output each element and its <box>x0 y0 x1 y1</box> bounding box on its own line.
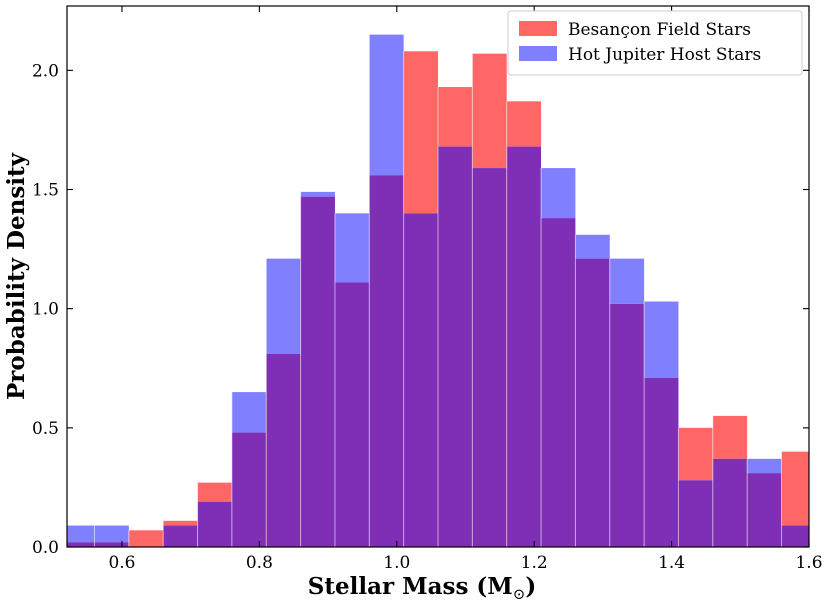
bar-besancon <box>163 520 198 526</box>
bar-overlap <box>644 377 679 547</box>
bar-overlap <box>781 525 809 547</box>
legend-swatch-besancon <box>519 21 557 36</box>
sun-subscript: ⊙ <box>513 585 526 603</box>
bar-overlap <box>678 480 713 547</box>
bar-overlap <box>438 146 473 547</box>
y-tick-label: 1.5 <box>32 181 59 201</box>
y-axis-label: Probability Density <box>3 152 30 400</box>
bar-besancon <box>506 101 542 147</box>
y-tick-label: 1.0 <box>32 300 59 320</box>
bars-layer <box>66 34 809 547</box>
bar-overlap <box>163 525 198 547</box>
y-tick-label: 0.0 <box>32 538 59 558</box>
bar-overlap <box>747 473 782 547</box>
bar-overlap <box>300 196 335 547</box>
bar-overlap <box>231 432 267 547</box>
y-tick-label: 2.0 <box>32 61 59 81</box>
bar-hot-jupiter <box>369 34 404 176</box>
bar-overlap <box>609 303 645 547</box>
x-axis-label-close: ) <box>525 573 536 600</box>
bar-hot-jupiter <box>609 258 645 304</box>
legend-box <box>507 10 803 76</box>
bar-overlap <box>369 175 404 547</box>
x-axis-label-main: Stellar Mass (M <box>308 573 513 600</box>
bar-hot-jupiter <box>334 213 370 283</box>
bar-overlap <box>266 353 301 547</box>
x-tick-label: 1.0 <box>383 553 410 573</box>
bar-overlap <box>506 146 542 547</box>
bar-hot-jupiter <box>67 525 95 543</box>
plot-frame <box>66 5 810 548</box>
bar-hot-jupiter <box>575 234 610 259</box>
bar-overlap <box>541 218 576 547</box>
bar-besancon <box>712 415 748 459</box>
bar-overlap <box>334 282 370 547</box>
bar-besancon <box>678 427 713 481</box>
bar-besancon <box>128 530 164 547</box>
bar-overlap <box>197 501 232 547</box>
legend-label-hot-jupiter: Hot Jupiter Host Stars <box>568 45 761 65</box>
bar-besancon <box>197 482 232 502</box>
bar-overlap <box>94 542 129 547</box>
bar-overlap <box>712 458 748 547</box>
bar-overlap <box>472 168 507 547</box>
bar-overlap <box>67 542 95 547</box>
x-tick-label: 0.6 <box>108 553 135 573</box>
bar-hot-jupiter <box>94 525 129 543</box>
x-tick-label: 1.6 <box>795 553 822 573</box>
bar-hot-jupiter <box>300 191 335 197</box>
legend-label-besancon: Besançon Field Stars <box>568 20 751 40</box>
legend-swatch-hot-jupiter <box>519 46 557 61</box>
y-tick-label: 0.5 <box>32 419 59 439</box>
x-tick-label: 1.4 <box>658 553 685 573</box>
bar-besancon <box>438 87 473 147</box>
bar-besancon <box>472 53 507 169</box>
bar-hot-jupiter <box>231 392 267 433</box>
bar-overlap <box>403 213 438 547</box>
x-tick-label: 0.8 <box>246 553 273 573</box>
bar-hot-jupiter <box>541 168 576 219</box>
x-axis-label: Stellar Mass (M⊙) <box>308 573 536 603</box>
bar-overlap <box>575 258 610 547</box>
ticks-layer: 0.6 0.8 1.0 1.2 1.4 1.6 0.0 0.5 1.0 1.5 2.0 <box>32 6 823 573</box>
bar-hot-jupiter <box>266 258 301 354</box>
bar-besancon <box>781 451 809 526</box>
bar-hot-jupiter <box>644 301 679 378</box>
legend: Besançon Field Stars Hot Jupiter Host St… <box>507 10 803 76</box>
x-tick-label: 1.2 <box>521 553 548 573</box>
bar-hot-jupiter <box>747 458 782 474</box>
bar-besancon <box>403 51 438 214</box>
